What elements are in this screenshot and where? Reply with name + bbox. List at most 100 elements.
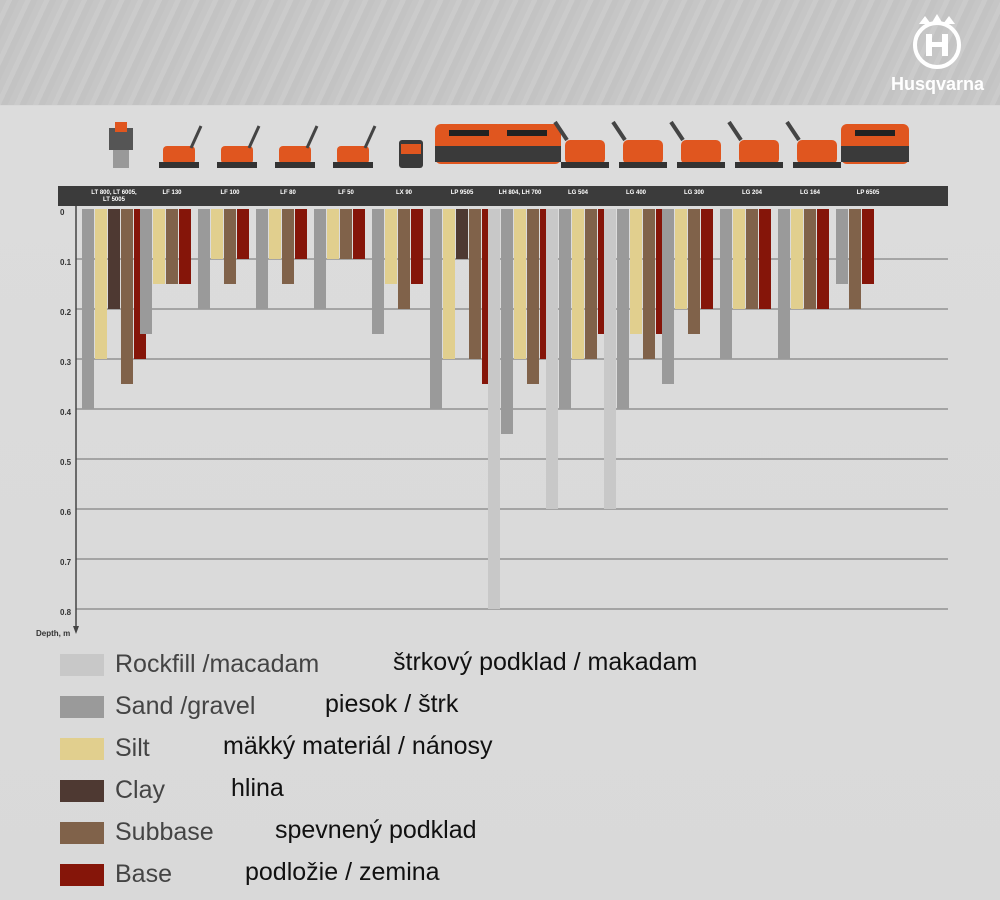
- y-tick-label: 0.4: [60, 408, 72, 417]
- category-label: LT 800, LT 6005,: [91, 190, 137, 196]
- legend-label-sk: štrkový podklad / makadam: [393, 648, 698, 676]
- bar: [746, 209, 758, 309]
- bar: [295, 209, 307, 259]
- y-tick-label: 0.7: [60, 558, 72, 567]
- bar: [166, 209, 178, 284]
- bar: [353, 209, 365, 259]
- category-label: LF 100: [220, 190, 240, 196]
- bar: [791, 209, 803, 309]
- legend-swatch: [60, 654, 104, 676]
- y-tick-label: 0.5: [60, 458, 72, 467]
- roller-icon: [493, 124, 561, 164]
- legend-label-en: Rockfill /macadam: [115, 650, 320, 678]
- forward-plate-icon: [217, 125, 261, 168]
- forward-plate-icon: [275, 125, 319, 168]
- y-tick-label: 0.6: [60, 508, 72, 517]
- category-label: LF 80: [280, 190, 296, 196]
- legend-swatch: [60, 696, 104, 718]
- legend-label-sk: podložie / zemina: [245, 858, 440, 886]
- roller-icon: [435, 124, 503, 164]
- bar: [269, 209, 281, 259]
- legend-swatch: [60, 864, 104, 886]
- bar: [559, 209, 571, 409]
- category-label: LG 164: [800, 190, 821, 196]
- bar: [372, 209, 384, 334]
- bar: [140, 209, 152, 334]
- category-label: LP 6505: [857, 190, 880, 196]
- y-axis-label: Depth, m: [36, 629, 70, 638]
- legend-item: Silt mäkký materiál / nánosy: [60, 732, 760, 766]
- bar: [804, 209, 816, 309]
- forward-plate-icon: [159, 125, 203, 168]
- bar: [501, 209, 513, 434]
- legend-label-sk: piesok / štrk: [325, 690, 459, 718]
- bar: [675, 209, 687, 309]
- reversible-plate-icon: [785, 120, 841, 168]
- bar: [546, 209, 558, 509]
- bar: [82, 209, 94, 409]
- bar: [469, 209, 481, 359]
- bar: [314, 209, 326, 309]
- bar: [121, 209, 133, 384]
- bar: [862, 209, 874, 284]
- legend-item: Rockfill /macadam štrkový podklad / makad…: [60, 648, 760, 682]
- category-label: LG 504: [568, 190, 589, 196]
- brand-logo: Husqvarna: [880, 12, 995, 102]
- legend-label-sk: hlina: [231, 774, 284, 802]
- category-label: LH 804, LH 700: [499, 190, 542, 196]
- bar: [488, 209, 500, 609]
- bar: [572, 209, 584, 359]
- category-label: LF 130: [162, 190, 182, 196]
- bar: [701, 209, 713, 309]
- crown-h-icon: [913, 14, 961, 69]
- legend-label-en: Sand /gravel: [115, 692, 256, 720]
- bar: [256, 209, 268, 309]
- legend-swatch: [60, 780, 104, 802]
- y-tick-label: 0: [60, 208, 65, 217]
- bar: [198, 209, 210, 309]
- y-tick-label: 0.2: [60, 308, 72, 317]
- forward-plate-icon: [333, 125, 377, 168]
- legend-label-en: Clay: [115, 776, 166, 804]
- reversible-plate-icon: [727, 120, 783, 168]
- y-tick-label: 0.8: [60, 608, 72, 617]
- legend-swatch: [60, 822, 104, 844]
- bar: [340, 209, 352, 259]
- legend-label-en: Silt: [115, 734, 150, 762]
- compaction-depth-chart: 0 0.1 0.2 0.3 0.4 0.5 0.6 0.7 0.8 Depth, m LT 800,…: [36, 120, 948, 638]
- rammer-icon: [109, 122, 133, 168]
- bar: [643, 209, 655, 359]
- legend-swatch: [60, 738, 104, 760]
- bar: [211, 209, 223, 259]
- y-tick-label: 0.1: [60, 258, 72, 267]
- reversible-plate-icon: [553, 120, 609, 168]
- category-label: LG 204: [742, 190, 763, 196]
- bar: [282, 209, 294, 284]
- bar: [514, 209, 526, 359]
- category-label: LT 5005: [103, 197, 126, 203]
- bar: [224, 209, 236, 284]
- bar: [849, 209, 861, 309]
- category-label: LF 50: [338, 190, 354, 196]
- legend-item: Base podložie / zemina: [60, 858, 760, 892]
- header-background: [0, 0, 1000, 105]
- bar: [443, 209, 455, 359]
- bar: [778, 209, 790, 359]
- bar: [398, 209, 410, 309]
- legend-label-sk: spevnený podklad: [275, 816, 477, 844]
- y-axis-arrow: [73, 626, 79, 634]
- legend-label-en: Subbase: [115, 818, 214, 846]
- bar: [817, 209, 829, 309]
- bar: [759, 209, 771, 309]
- category-label: LX 90: [396, 190, 413, 196]
- legend-item: Subbase spevnený podklad: [60, 816, 760, 850]
- reversible-plate-icon: [669, 120, 725, 168]
- legend-item: Clay hlina: [60, 774, 760, 808]
- bar: [617, 209, 629, 409]
- bar: [733, 209, 745, 309]
- bar: [604, 209, 616, 509]
- bar: [720, 209, 732, 359]
- bar: [153, 209, 165, 284]
- roller-icon: [841, 124, 909, 164]
- trench-compactor-icon: [399, 140, 423, 168]
